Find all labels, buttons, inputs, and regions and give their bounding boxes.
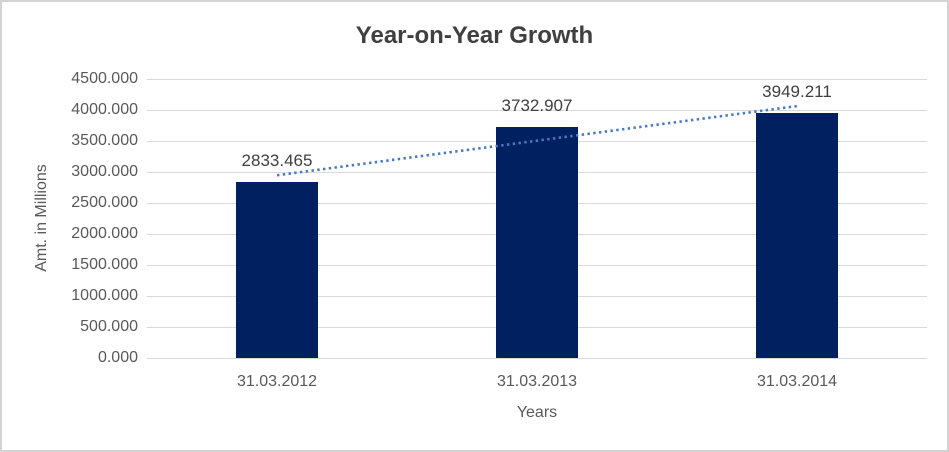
y-tick-label: 1000.000 <box>71 287 138 304</box>
y-tick-label: 3000.000 <box>71 163 138 180</box>
y-tick-label: 500.000 <box>80 318 138 335</box>
y-tick-label: 0.000 <box>97 349 138 366</box>
data-label: 3732.907 <box>501 95 573 115</box>
bar <box>756 113 838 358</box>
x-tick-label: 31.03.2014 <box>756 373 838 390</box>
data-label: 2833.465 <box>241 151 313 171</box>
bar <box>496 126 578 358</box>
y-tick-label: 2500.000 <box>71 194 138 211</box>
x-tick-label: 31.03.2013 <box>496 373 578 390</box>
y-tick-label: 2000.000 <box>71 225 138 242</box>
y-tick-label: 1500.000 <box>71 256 138 273</box>
y-tick-label: 3500.000 <box>71 132 138 149</box>
x-axis-title: Years <box>516 404 558 421</box>
y-tick-label: 4500.000 <box>71 70 138 87</box>
x-tick-label: 31.03.2012 <box>236 373 318 390</box>
gridline <box>147 79 927 80</box>
gridline <box>147 358 927 359</box>
bar <box>236 182 318 358</box>
chart-title: Year-on-Year Growth <box>355 22 594 49</box>
y-tick-label: 4000.000 <box>71 101 138 118</box>
data-label: 3949.211 <box>762 82 832 102</box>
